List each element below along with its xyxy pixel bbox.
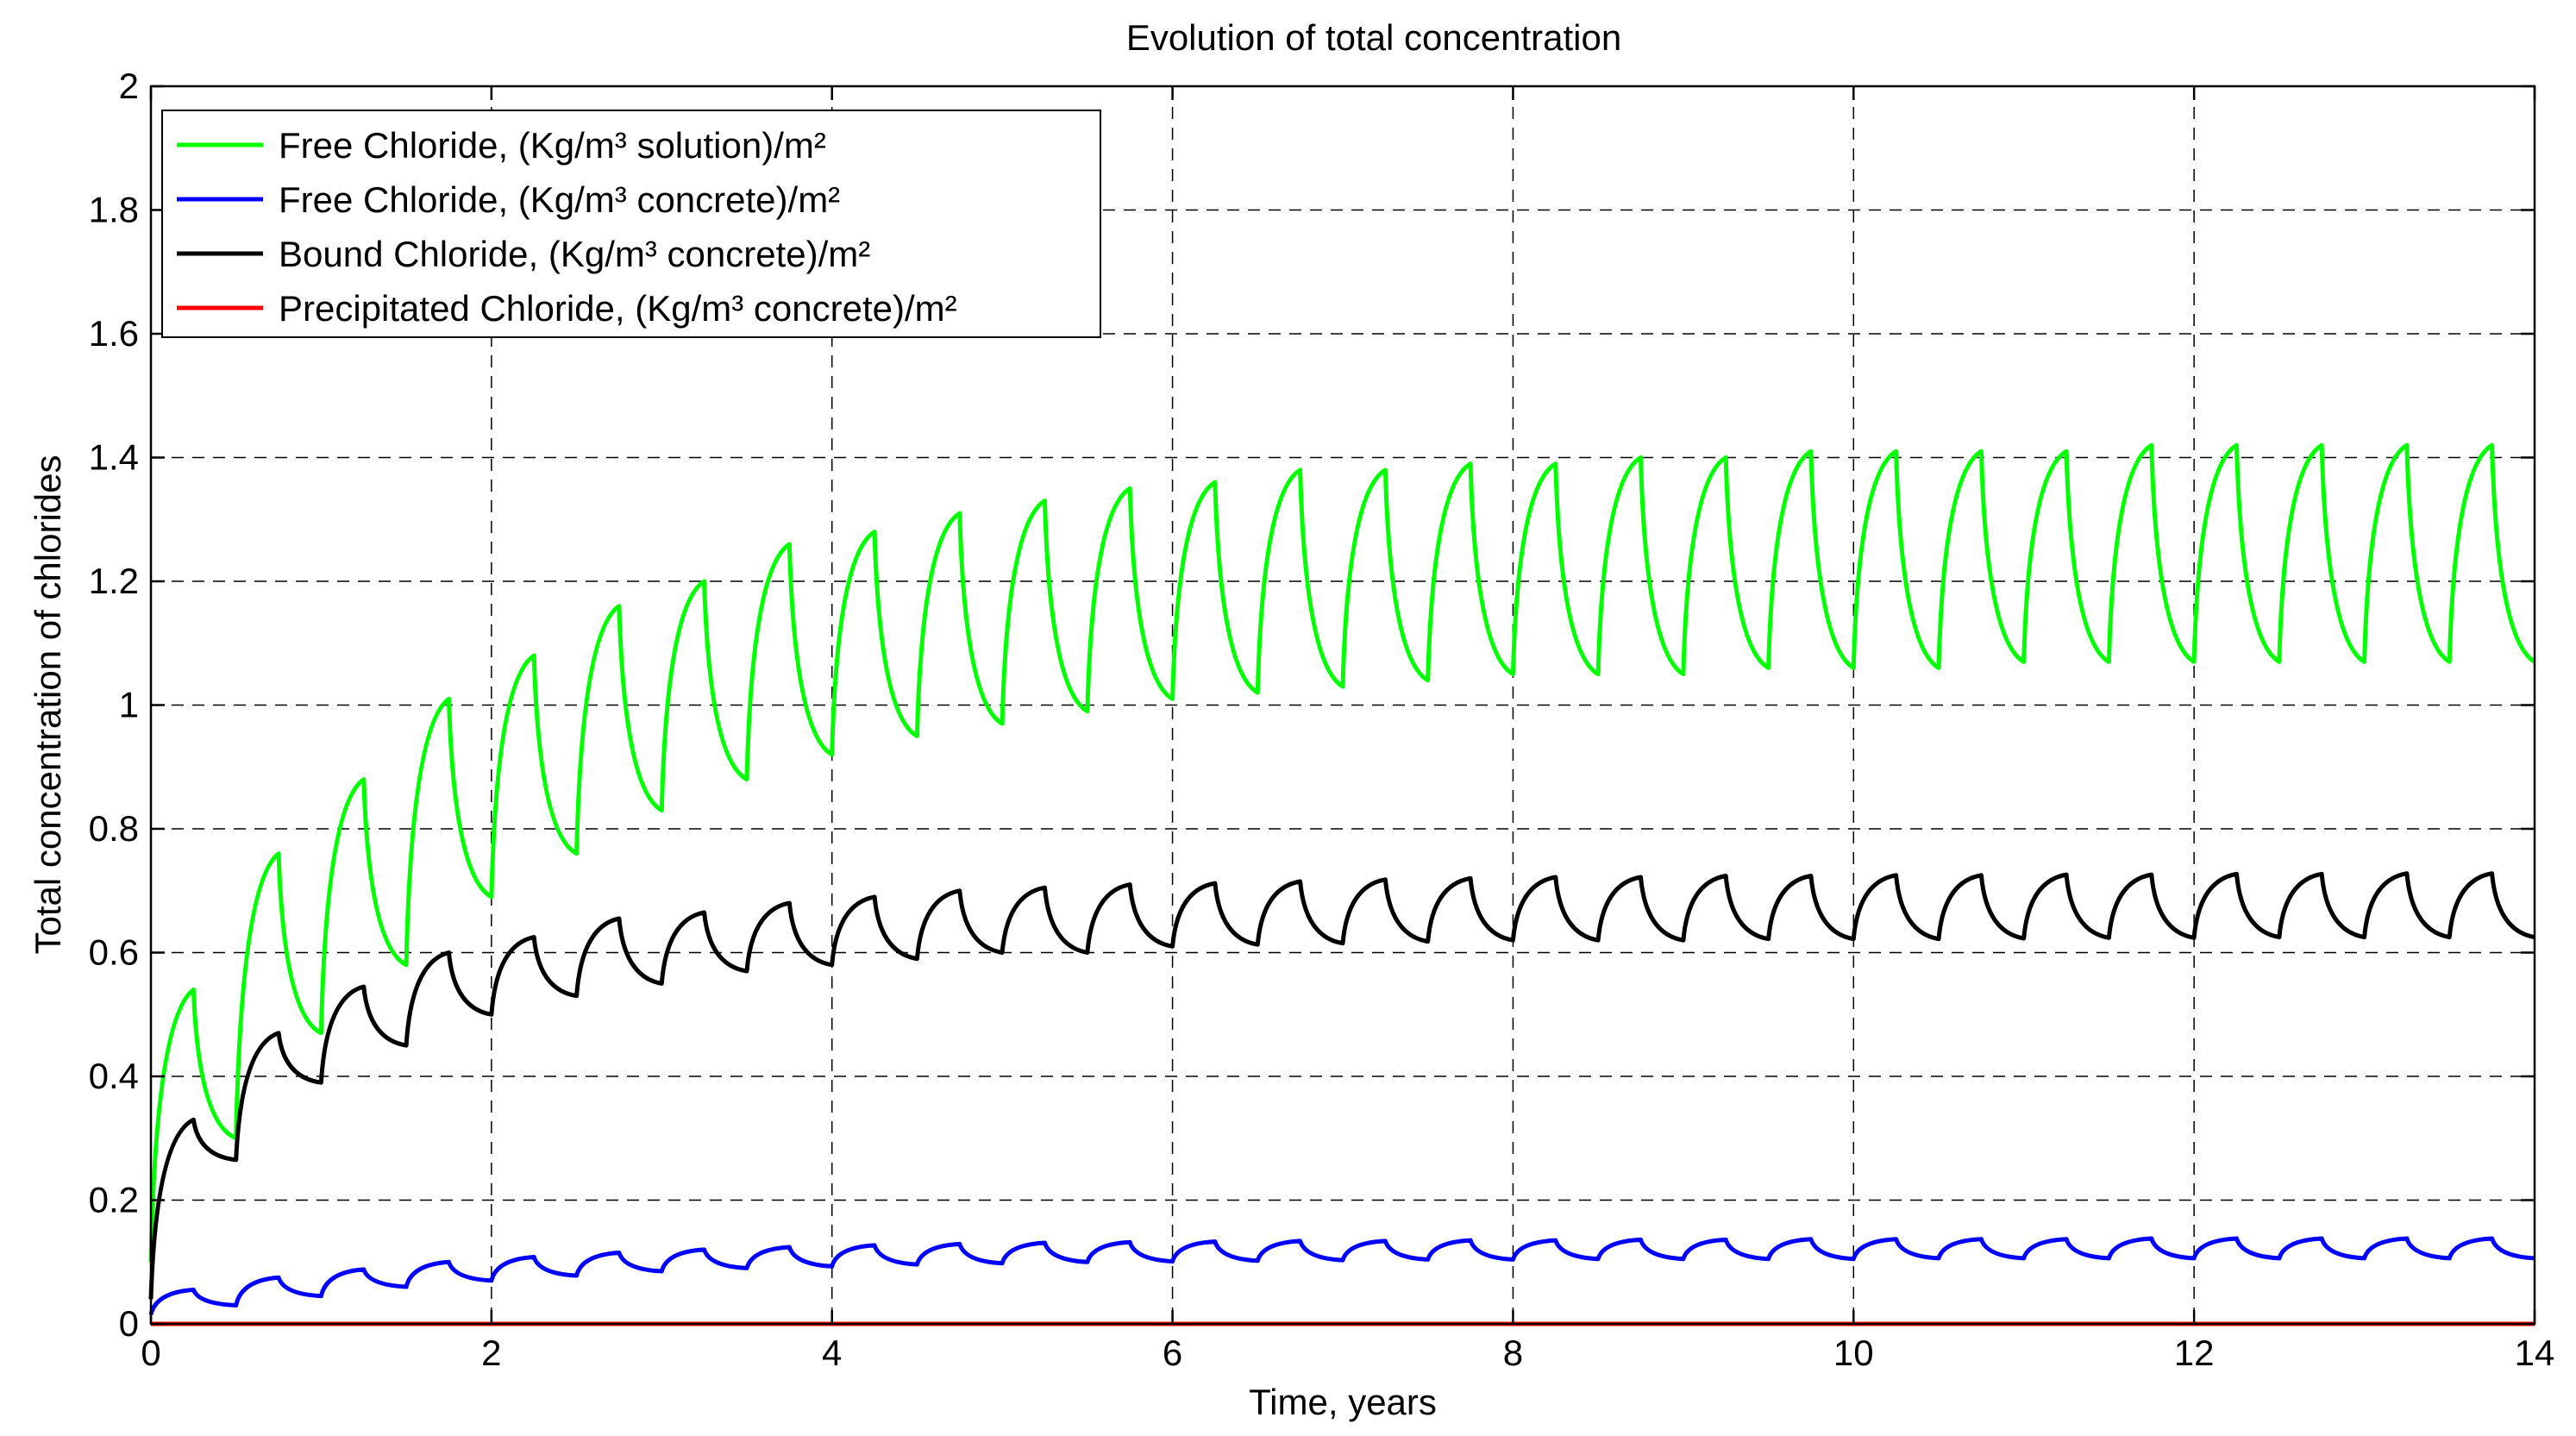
y-axis-tick-labels: 0 0.2 0.4 0.6 0.8 1 1.2 1.4 1.6 1.8 2 [89,66,139,1344]
y-axis-label: Total concentration of chlorides [28,455,68,955]
y-tick-label: 0 [119,1303,139,1344]
x-tick-label: 0 [141,1333,160,1373]
y-tick-label: 0.8 [89,808,139,849]
axis-ticks [149,85,2536,1326]
series-line-2 [148,1236,2535,1315]
y-tick-label: 0.4 [89,1056,139,1096]
x-axis-label: Time, years [1249,1382,1437,1422]
x-axis-tick-labels: 0 2 4 6 8 10 12 14 [141,1333,2554,1373]
series-line-3 [148,871,2535,1300]
x-tick-label: 6 [1163,1333,1182,1373]
chart-title: Evolution of total concentration [1126,17,1621,58]
y-tick-label: 1.2 [89,561,139,601]
x-tick-label: 8 [1503,1333,1523,1373]
y-tick-label: 2 [119,66,139,106]
x-tick-label: 12 [2174,1333,2215,1373]
y-tick-label: 1.8 [89,190,139,230]
legend: Free Chloride, (Kg/m³ solution)/m² Free C… [161,110,1101,338]
y-tick-label: 1 [119,685,139,725]
y-tick-label: 0.6 [89,932,139,973]
y-tick-label: 1.6 [89,313,139,354]
series-line-1 [148,442,2536,1263]
y-tick-label: 1.4 [89,437,139,478]
x-tick-label: 14 [2515,1333,2555,1373]
legend-label: Free Chloride, (Kg/m³ concrete)/m² [279,179,840,220]
x-tick-label: 4 [822,1333,842,1373]
legend-label: Free Chloride, (Kg/m³ solution)/m² [279,125,826,166]
legend-label: Bound Chloride, (Kg/m³ concrete)/m² [279,234,870,274]
legend-box [161,110,1101,338]
y-tick-label: 0.2 [89,1180,139,1220]
legend-label: Precipitated Chloride, (Kg/m³ concrete)/… [279,288,957,329]
x-tick-label: 2 [481,1333,501,1373]
x-tick-label: 10 [1833,1333,1874,1373]
